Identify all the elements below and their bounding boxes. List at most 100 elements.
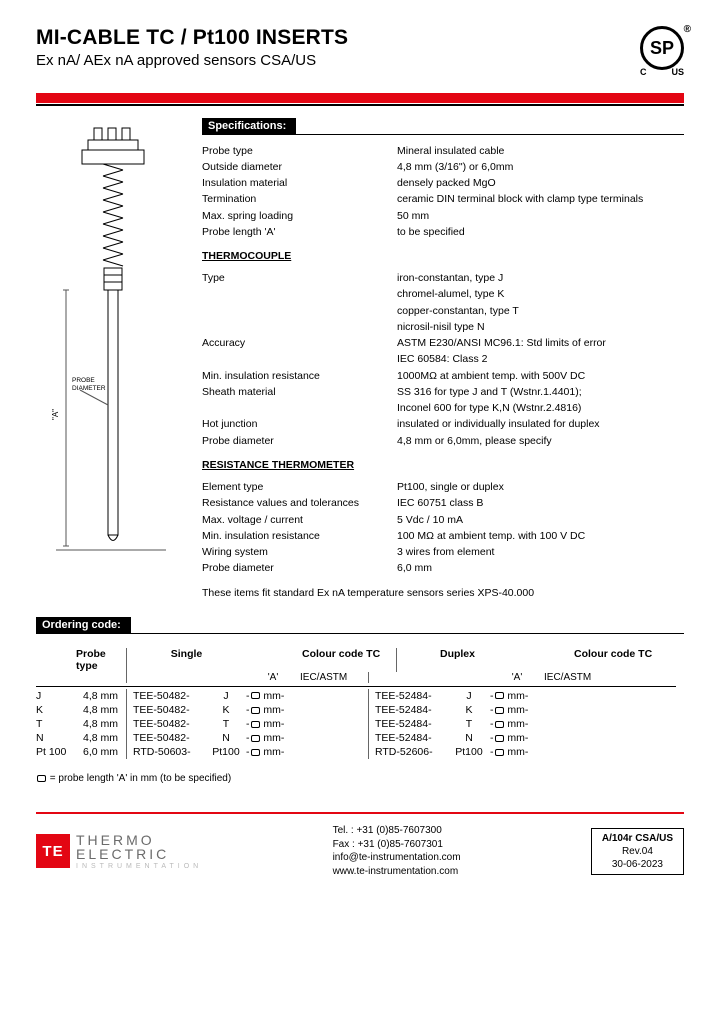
main: "A" PROBE DIAMETER Specifications: Probe… (36, 114, 684, 599)
table-row: K4,8 mmTEE-50482-K - mm-TEE-52484-K - mm… (36, 703, 676, 717)
divider (36, 633, 684, 634)
spec-value: 3 wires from element (397, 544, 684, 560)
csa-right: US (671, 68, 684, 77)
spec-row: Hot junctioninsulated or individually in… (202, 416, 684, 432)
spec-label (202, 286, 397, 302)
spec-value: 1000MΩ at ambient temp. with 500V DC (397, 368, 684, 384)
cell (544, 703, 602, 717)
ordering-heading: Ordering code: (36, 617, 131, 633)
spec-row: Element typePt100, single or duplex (202, 479, 684, 495)
cell: - mm- (490, 717, 544, 731)
cell: J (448, 689, 490, 703)
spec-value: chromel-alumel, type K (397, 286, 684, 302)
logo-line2: ELECTRIC (76, 847, 202, 861)
spec-label: Probe type (202, 143, 397, 159)
spec-label: Max. voltage / current (202, 512, 397, 528)
thin-divider (36, 104, 684, 106)
col-probe: Probe type (74, 648, 126, 672)
spec-value: copper-constantan, type T (397, 303, 684, 319)
table-row: Pt 1006,0 mmRTD-50603-Pt100 - mm-RTD-526… (36, 745, 676, 759)
rtd-heading: RESISTANCE THERMOMETER (202, 459, 684, 471)
spec-label: Element type (202, 479, 397, 495)
spec-label: Max. spring loading (202, 208, 397, 224)
spec-row: Sheath materialSS 316 for type J and T (… (202, 384, 684, 400)
cell: TEE-52484- (368, 689, 448, 703)
spec-row: Typeiron-constantan, type J (202, 270, 684, 286)
cell (544, 717, 602, 731)
spec-value: 4,8 mm (3/16") or 6,0mm (397, 159, 684, 175)
cell: 4,8 mm (74, 703, 126, 717)
checkbox-icon (37, 775, 46, 782)
probe-diagram: "A" PROBE DIAMETER (36, 114, 192, 599)
sub-iec: IEC/ASTM (300, 672, 358, 683)
spec-row: Max. voltage / current5 Vdc / 10 mA (202, 512, 684, 528)
spec-value: 50 mm (397, 208, 684, 224)
tc-heading: THERMOCOUPLE (202, 250, 684, 262)
spec-value: ceramic DIN terminal block with clamp ty… (397, 191, 684, 207)
cell: RTD-50603- (126, 745, 206, 759)
spec-value: IEC 60584: Class 2 (397, 351, 684, 367)
spec-row: chromel-alumel, type K (202, 286, 684, 302)
col-colourcode2: Colour code TC (572, 648, 668, 672)
cell: TEE-52484- (368, 731, 448, 745)
logo-line1: THERMO (76, 833, 202, 847)
cell (300, 745, 358, 759)
probe-svg: "A" PROBE DIAMETER (36, 120, 186, 560)
csa-logo-icon: SP C US (640, 26, 684, 77)
title-block: MI-CABLE TC / Pt100 INSERTS Ex nA/ AEx n… (36, 26, 348, 69)
spec-label (202, 303, 397, 319)
red-divider (36, 93, 684, 103)
spec-column: Specifications: Probe typeMineral insula… (192, 114, 684, 599)
spec-row: IEC 60584: Class 2 (202, 351, 684, 367)
contact-tel: Tel. : +31 (0)85-7607300 (333, 824, 461, 838)
contact-fax: Fax : +31 (0)85-7607301 (333, 838, 461, 852)
cell: 4,8 mm (74, 717, 126, 731)
cell: J (206, 689, 246, 703)
header: MI-CABLE TC / Pt100 INSERTS Ex nA/ AEx n… (36, 26, 684, 77)
revision-box: A/104r CSA/US Rev.04 30-06-2023 (591, 828, 684, 875)
fit-note: These items fit standard Ex nA temperatu… (202, 587, 684, 599)
spec-value: insulated or individually insulated for … (397, 416, 684, 432)
spec-row: Max. spring loading50 mm (202, 208, 684, 224)
thin-divider (36, 686, 676, 687)
cell (544, 731, 602, 745)
cell (358, 703, 368, 717)
ordering-legend: = probe length 'A' in mm (to be specifie… (36, 773, 684, 784)
cell (300, 689, 358, 703)
cell: K (206, 703, 246, 717)
spec-label: Sheath material (202, 384, 397, 400)
cell (544, 689, 602, 703)
spec-row: Min. insulation resistance100 MΩ at ambi… (202, 528, 684, 544)
cell: Pt 100 (36, 745, 74, 759)
cell: N (206, 731, 246, 745)
cell: TEE-50482- (126, 717, 206, 731)
cell: - mm- (490, 689, 544, 703)
spec-value: IEC 60751 class B (397, 495, 684, 511)
spec-row: Wiring system3 wires from element (202, 544, 684, 560)
spec-value: 4,8 mm or 6,0mm, please specify (397, 433, 684, 449)
spec-label: Insulation material (202, 175, 397, 191)
cell: T (206, 717, 246, 731)
contact-web: www.te-instrumentation.com (333, 865, 461, 879)
spec-label: Probe length 'A' (202, 224, 397, 240)
spec-general: Probe typeMineral insulated cableOutside… (202, 143, 684, 241)
sub-iec2: IEC/ASTM (544, 672, 602, 683)
contact-block: Tel. : +31 (0)85-7607300 Fax : +31 (0)85… (333, 824, 461, 878)
spec-value: 5 Vdc / 10 mA (397, 512, 684, 528)
spec-label: Probe diameter (202, 560, 397, 576)
spec-label: Min. insulation resistance (202, 528, 397, 544)
spec-row: Probe typeMineral insulated cable (202, 143, 684, 159)
cell (544, 745, 602, 759)
rev-date: 30-06-2023 (602, 858, 673, 871)
spec-label: Probe diameter (202, 433, 397, 449)
spec-label: Hot junction (202, 416, 397, 432)
csa-left: C (640, 68, 647, 77)
cell (300, 717, 358, 731)
cell: - mm- (490, 703, 544, 717)
spec-value: Pt100, single or duplex (397, 479, 684, 495)
cell: 4,8 mm (74, 731, 126, 745)
spec-value: Mineral insulated cable (397, 143, 684, 159)
footer: TE THERMO ELECTRIC INSTRUMENTATION Tel. … (36, 824, 684, 896)
spec-row: copper-constantan, type T (202, 303, 684, 319)
spec-label (202, 351, 397, 367)
